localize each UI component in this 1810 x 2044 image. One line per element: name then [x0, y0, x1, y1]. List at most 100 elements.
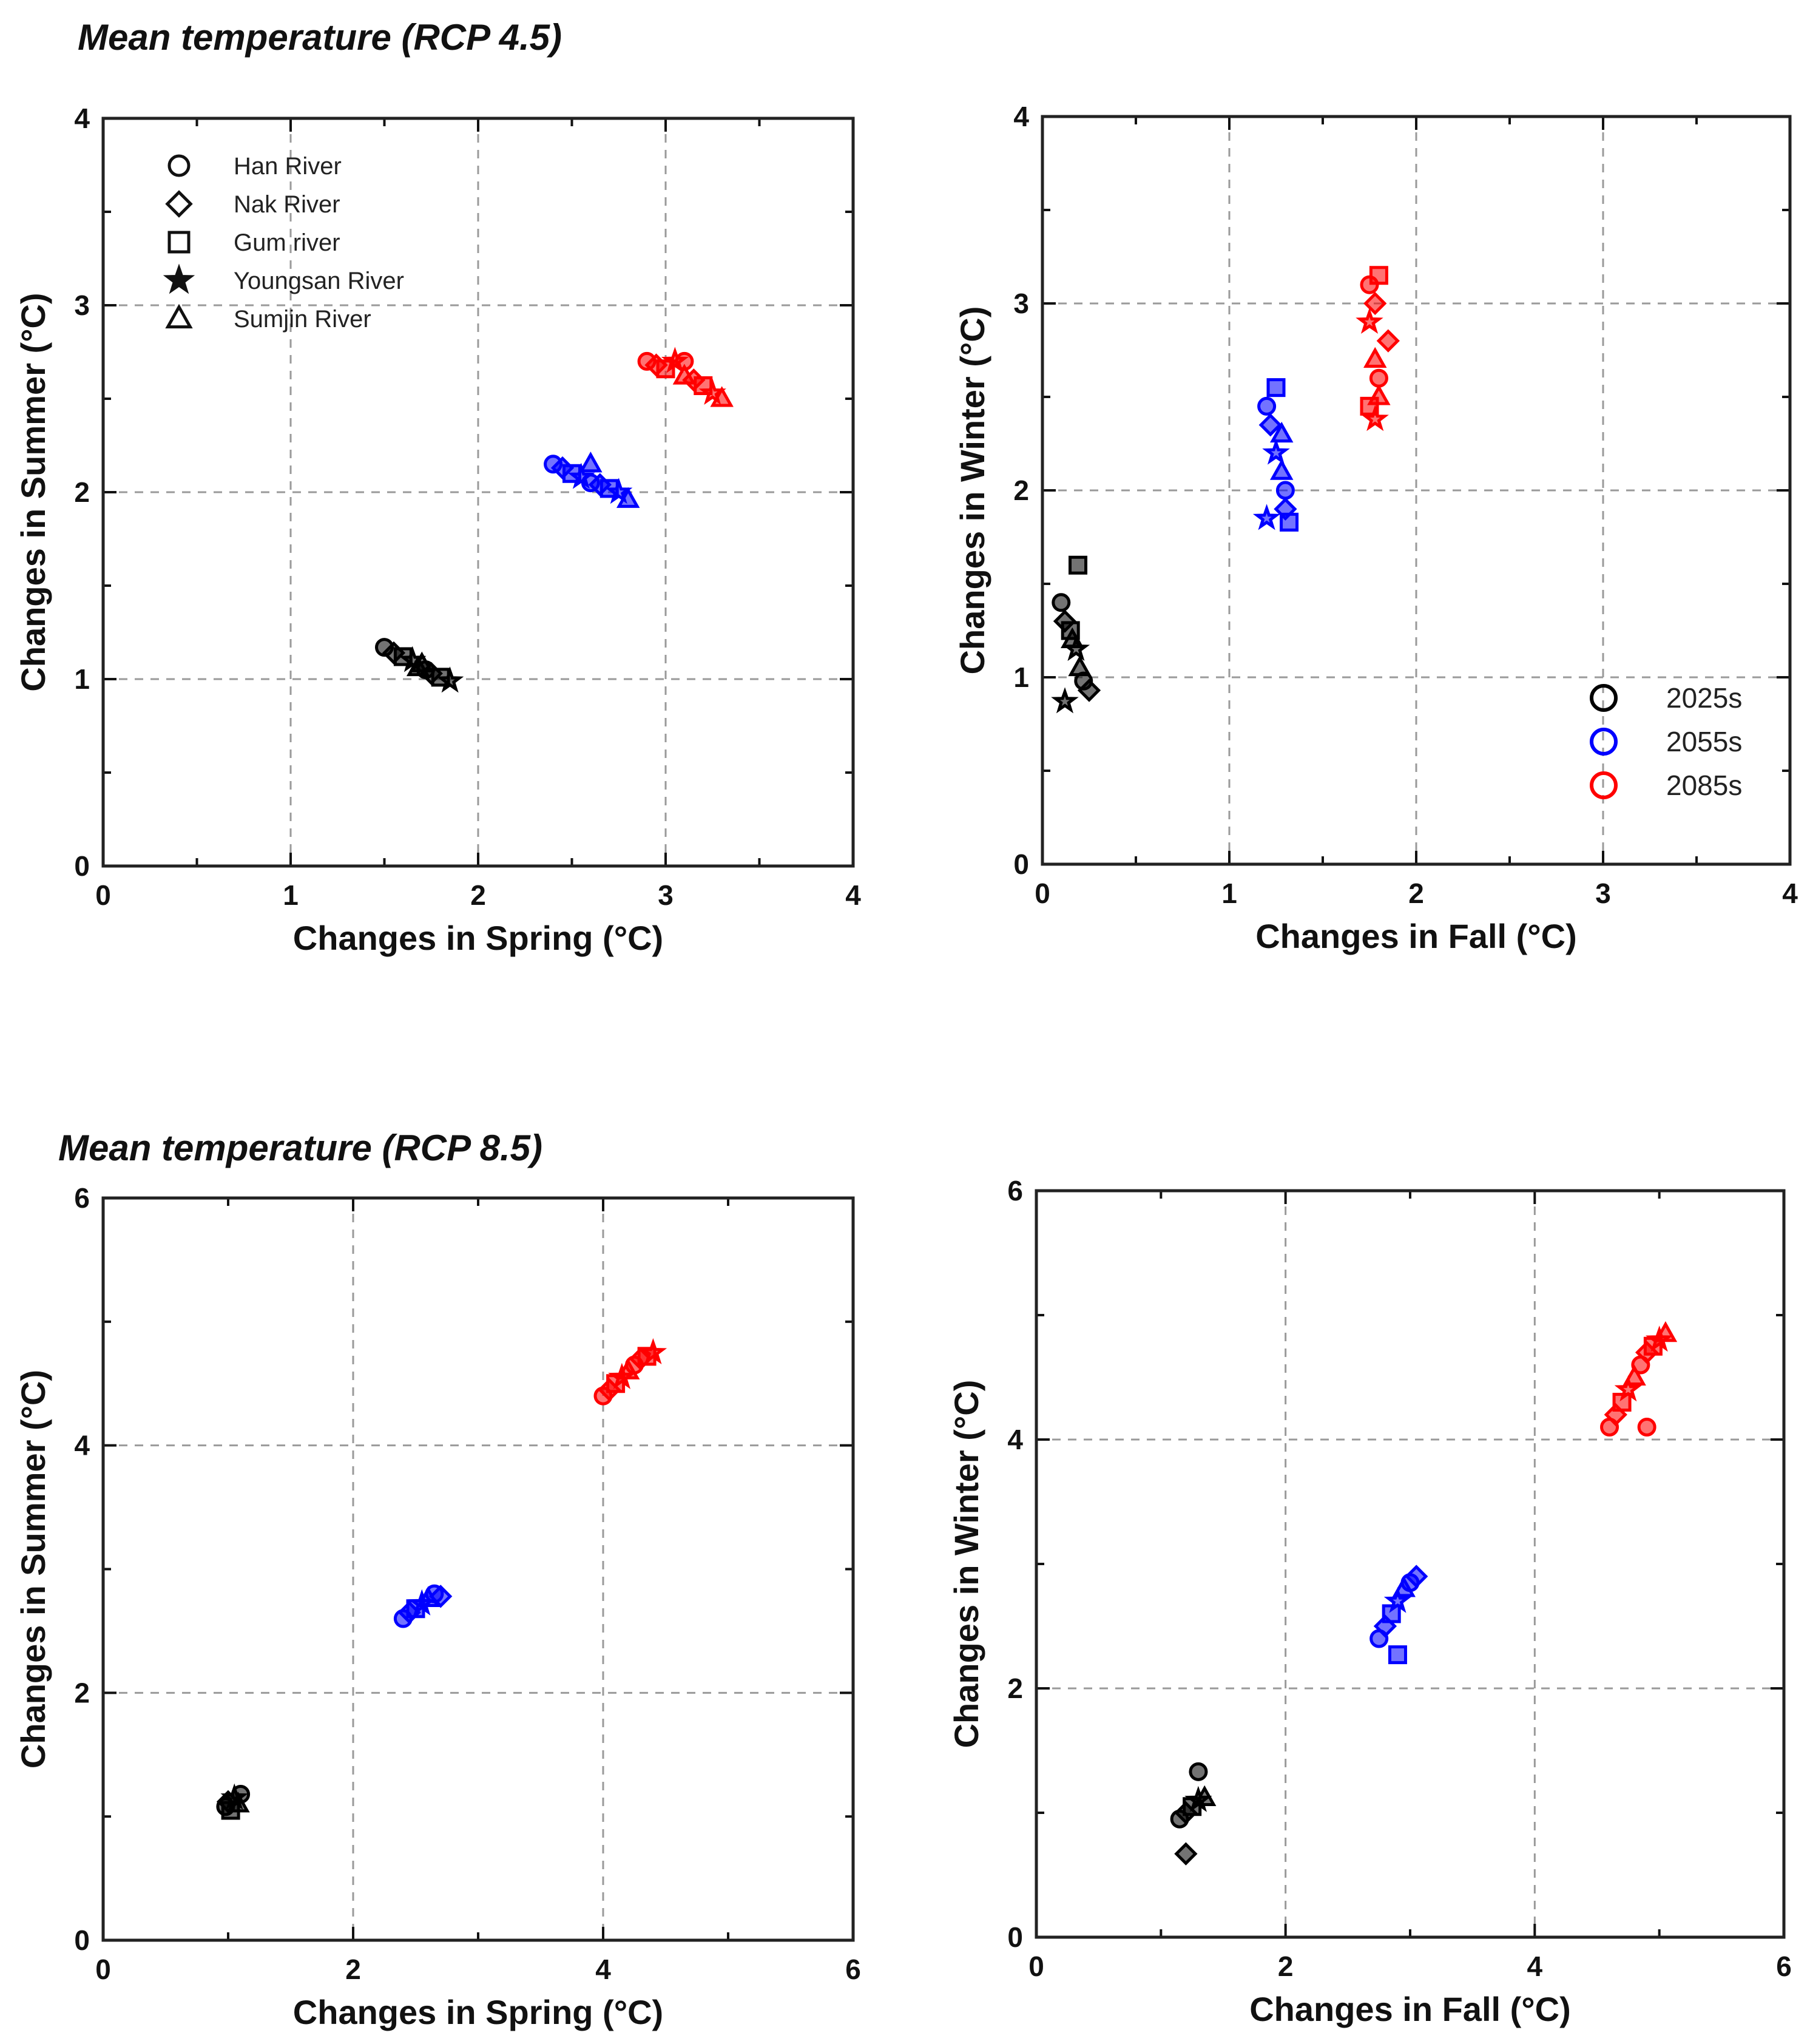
y-tick-label: 4 — [74, 103, 90, 134]
legend-diamond-icon — [165, 190, 193, 218]
data-point-2025s — [1051, 687, 1079, 714]
data-point-2025s — [1077, 679, 1101, 702]
x-tick-label: 2 — [470, 879, 486, 911]
y-axis-label: Changes in Winter (°C) — [947, 1380, 985, 1748]
x-tick-label: 3 — [1595, 878, 1611, 909]
x-tick-label: 4 — [595, 1954, 611, 1985]
x-tick-label: 6 — [845, 1954, 861, 1985]
data-point-2025s — [1189, 1762, 1208, 1781]
legend-circle-icon — [167, 154, 191, 177]
data-point-2055s — [1388, 1645, 1407, 1665]
x-tick-label: 0 — [1028, 1951, 1044, 1982]
y-tick-label: 0 — [1007, 1921, 1023, 1953]
legend-star-icon — [163, 263, 195, 294]
plot-frame — [101, 1196, 855, 1942]
data-point-2085s — [675, 351, 694, 371]
data-point-2085s — [710, 386, 734, 407]
data-point-2055s — [1270, 459, 1294, 480]
data-point-2055s — [1280, 512, 1299, 532]
y-axis-label: Changes in Summer (°C) — [14, 1370, 52, 1768]
data-point-2025s — [231, 1784, 251, 1804]
y-tick-label: 1 — [1013, 662, 1029, 693]
legend-period-label: 2025s — [1666, 682, 1742, 714]
data-point-2025s — [1069, 555, 1088, 575]
x-axis-label: Changes in Fall (°C) — [1255, 917, 1577, 955]
data-point-2085s — [1637, 1418, 1656, 1437]
x-tick-label: 1 — [1221, 878, 1237, 909]
x-tick-label: 3 — [658, 879, 674, 911]
data-point-2085s — [1653, 1321, 1678, 1342]
data-point-2055s — [616, 487, 640, 508]
data-point-2025s — [1052, 593, 1071, 612]
data-point-2085s — [1363, 347, 1387, 368]
data-point-2055s — [1262, 438, 1290, 465]
x-tick-label: 2 — [1278, 1951, 1294, 1982]
x-tick-label: 1 — [283, 879, 299, 911]
legend-period-label: 2055s — [1666, 726, 1742, 757]
legend-circle-icon — [1590, 771, 1618, 799]
data-point-2025s — [1192, 1785, 1217, 1806]
data-point-2055s — [1383, 1586, 1412, 1613]
legend-entry-label: Sumjin River — [234, 306, 371, 333]
x-tick-label: 2 — [345, 1954, 361, 1985]
data-point-2025s — [1174, 1842, 1198, 1866]
x-axis-label: Changes in Spring (°C) — [293, 919, 663, 957]
x-axis-label: Changes in Spring (°C) — [293, 1993, 663, 2031]
data-point-2085s — [1369, 368, 1388, 388]
legend-entry-label: Nak River — [234, 191, 340, 218]
x-tick-label: 6 — [1776, 1951, 1792, 1982]
rcp45-section-title: Mean temperature (RCP 4.5) — [78, 17, 562, 58]
data-point-2085s — [1369, 266, 1388, 285]
y-tick-label: 3 — [74, 289, 90, 321]
x-tick-label: 2 — [1408, 878, 1424, 909]
plot-frame — [101, 117, 855, 868]
y-tick-label: 1 — [74, 663, 90, 695]
y-tick-label: 6 — [74, 1182, 90, 1214]
y-tick-label: 4 — [1007, 1424, 1023, 1455]
y-tick-label: 4 — [74, 1430, 90, 1461]
rcp85-fall-winter-panel: 0 2 4 6 0 2 4 6 Changes in Fall (°C) Changes in W… — [947, 1175, 1792, 2028]
data-point-2085s — [698, 378, 726, 405]
legend-square-icon — [167, 231, 191, 254]
legend-triangle-icon — [165, 303, 193, 329]
y-tick-label: 4 — [1013, 101, 1029, 132]
legend-circle-icon — [1590, 684, 1618, 712]
y-axis-label: Changes in Winter (°C) — [953, 306, 991, 675]
data-point-2055s — [429, 1585, 453, 1608]
y-axis-label: Changes in Summer (°C) — [14, 293, 52, 691]
x-tick-label: 4 — [1527, 1951, 1543, 1982]
plot-frame — [1035, 1189, 1786, 1939]
rcp85-section-title: Mean temperature (RCP 8.5) — [58, 1128, 542, 1168]
y-tick-label: 2 — [74, 476, 90, 508]
legend-entry-label: Youngsan River — [234, 268, 404, 294]
data-point-2085s — [1623, 1364, 1646, 1386]
data-point-2055s — [1257, 396, 1277, 416]
data-point-2055s — [1275, 481, 1295, 500]
data-point-2025s — [436, 666, 464, 693]
data-point-2055s — [1258, 413, 1282, 437]
y-tick-label: 0 — [74, 850, 90, 882]
data-point-2085s — [1363, 291, 1387, 316]
rcp45-spring-summer-panel: 0 1 2 3 4 0 1 2 3 4 Changes in Spring (°C) Changes … — [14, 103, 861, 957]
data-point-2085s — [1614, 1375, 1643, 1402]
data-point-2025s — [406, 655, 430, 677]
y-tick-label: 3 — [1013, 288, 1029, 319]
y-tick-label: 0 — [74, 1924, 90, 1956]
x-tick-label: 0 — [95, 879, 111, 911]
rcp85-spring-summer-panel: 0 2 4 6 0 2 4 6 Changes in Spring (°C) Changes in… — [14, 1182, 861, 2031]
y-tick-label: 0 — [1013, 848, 1029, 880]
y-tick-label: 6 — [1007, 1175, 1023, 1206]
legend-period-label: 2085s — [1666, 770, 1742, 801]
y-tick-label: 2 — [1013, 475, 1029, 506]
data-point-2085s — [1356, 308, 1383, 334]
x-axis-label: Changes in Fall (°C) — [1249, 1990, 1571, 2028]
data-point-2055s — [1252, 504, 1281, 530]
legend-circle-icon — [1590, 728, 1618, 756]
x-tick-label: 4 — [845, 879, 861, 911]
data-point-2055s — [1266, 378, 1286, 398]
data-point-2085s — [639, 1338, 667, 1365]
y-tick-label: 2 — [74, 1677, 90, 1708]
rcp45-fall-winter-panel: 0 1 2 3 4 0 1 2 3 4 Changes in Fall (°C) Changes in… — [953, 101, 1798, 955]
data-point-2085s — [1367, 384, 1391, 405]
